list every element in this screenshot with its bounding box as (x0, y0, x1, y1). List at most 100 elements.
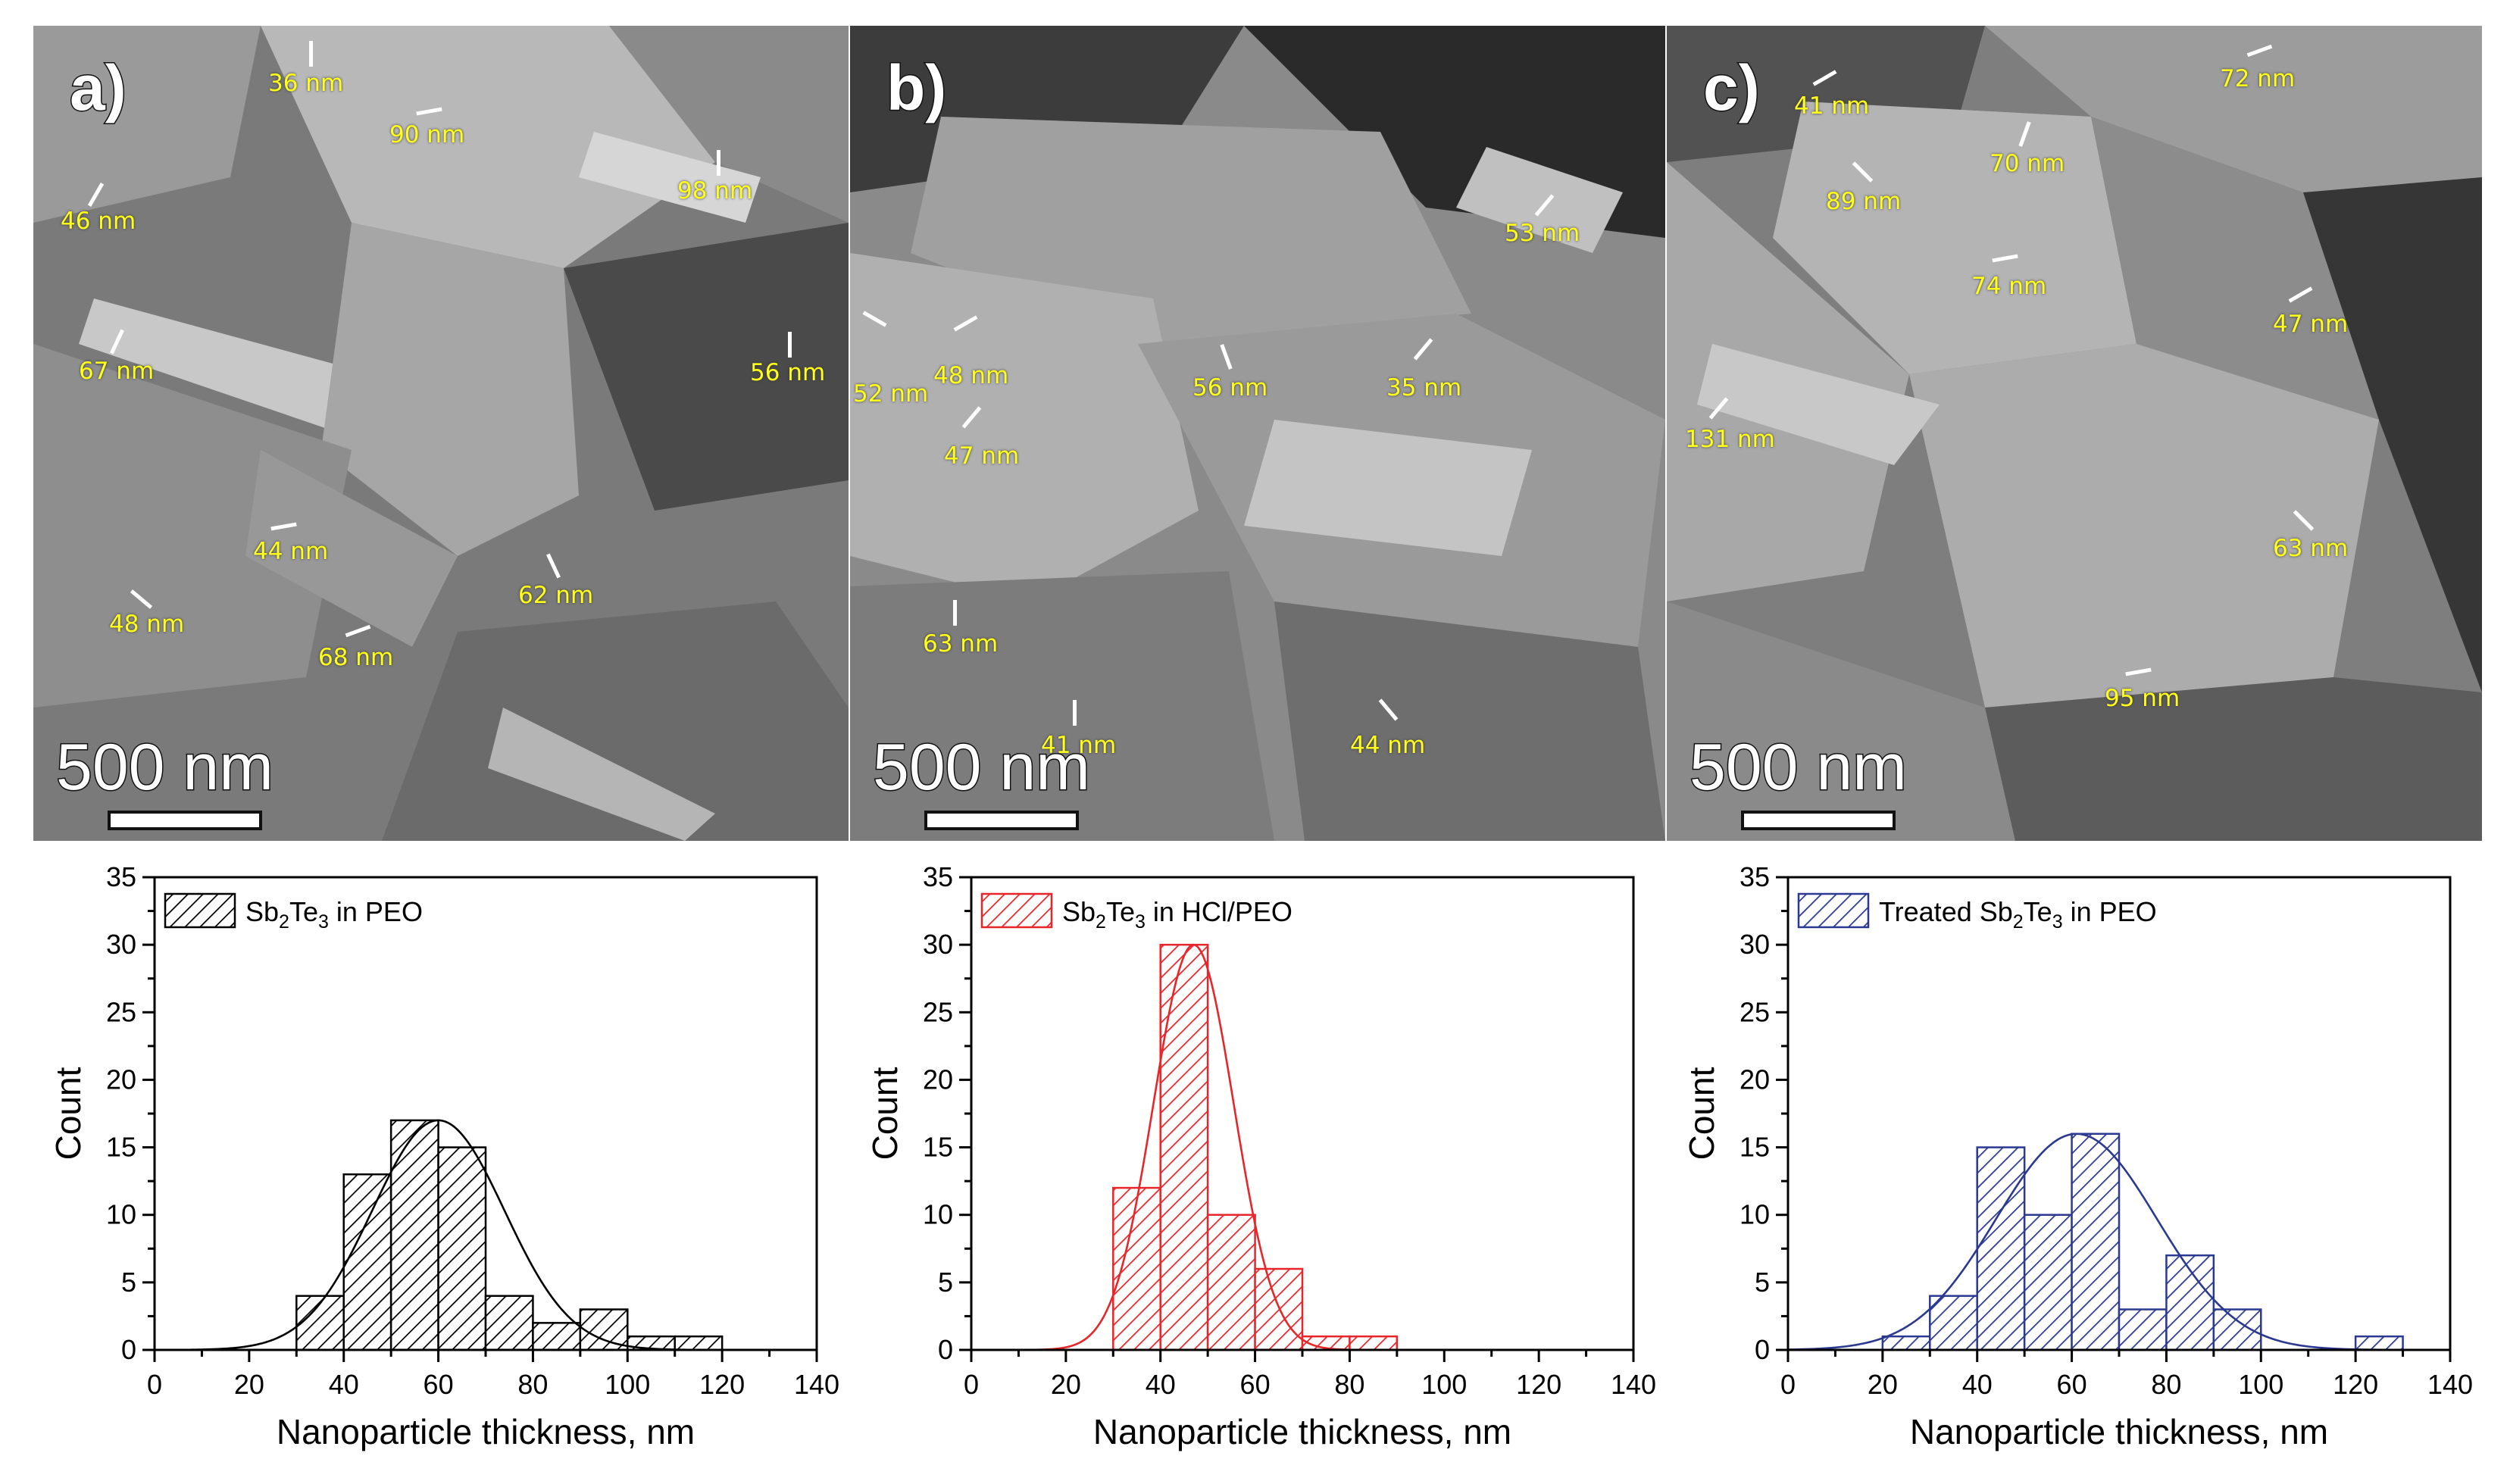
measurement-label: 36 nm (268, 70, 344, 97)
y-tick-label: 30 (1739, 929, 1770, 960)
y-tick-label: 35 (106, 861, 136, 892)
histogram-bar (2212, 1308, 2262, 1351)
measurement-label: 52 nm (853, 380, 929, 408)
histogram-bar (437, 1146, 487, 1351)
measurement-label: 44 nm (1350, 732, 1426, 759)
measurement-label: 48 nm (109, 611, 185, 638)
measurement-label: 98 nm (677, 177, 753, 205)
measurement-label: 70 nm (1990, 150, 2065, 177)
histogram-bar (484, 1295, 534, 1351)
histogram-bar (1349, 1335, 1399, 1351)
histogram-bar (295, 1295, 345, 1351)
x-tick-label: 20 (1868, 1369, 1898, 1400)
x-tick-label: 120 (699, 1369, 745, 1400)
measurement-label: 72 nm (2220, 65, 2296, 92)
scale-bar (924, 811, 1079, 830)
x-tick-label: 140 (794, 1369, 839, 1400)
histogram-bar (1976, 1146, 2026, 1351)
measurement-label: 67 nm (79, 358, 155, 385)
histogram-c: 0 20 40 60 80 100 120 140 0 5 10 15 20 25 30 35 Nanopart… (1682, 861, 2473, 1451)
legend-label: Sb2Te3 in HCl/PEO (1062, 896, 1293, 933)
y-tick-label: 0 (121, 1334, 136, 1365)
sem-image-a: a) 36 nm 90 nm 98 nm 46 nm 67 nm 56 nm 4… (33, 26, 849, 841)
histogram-bar (2354, 1335, 2404, 1351)
measurement-label: 56 nm (750, 359, 826, 386)
y-tick-label: 25 (106, 996, 136, 1027)
x-axis-label: Nanoparticle thickness, nm (277, 1412, 695, 1451)
y-tick-label: 5 (1755, 1267, 1770, 1298)
x-tick-label: 80 (517, 1369, 548, 1400)
histogram-b: 0 20 40 60 80 100 120 140 0 5 10 15 20 25 30 35 Nanopart… (865, 861, 1656, 1451)
measurement-label: 90 nm (389, 121, 465, 148)
x-tick-label: 100 (1421, 1369, 1467, 1400)
y-tick-label: 20 (1739, 1064, 1770, 1095)
histogram-bar (1159, 943, 1209, 1351)
x-tick-label: 0 (1780, 1369, 1796, 1400)
measurement-label: 47 nm (944, 442, 1020, 470)
x-tick-label: 100 (605, 1369, 650, 1400)
x-tick-label: 60 (424, 1369, 454, 1400)
y-tick-label: 25 (923, 996, 953, 1027)
measurement-label: 68 nm (318, 644, 394, 671)
histogram-bar (2118, 1308, 2168, 1351)
measurement-label: 89 nm (1826, 188, 1902, 215)
panel-letter: a) (69, 52, 128, 125)
y-axis-label: Count (865, 1067, 905, 1160)
x-axis-label: Nanoparticle thickness, nm (1093, 1412, 1511, 1451)
histogram-bar (674, 1335, 724, 1351)
measurement-label: 35 nm (1386, 374, 1462, 401)
measurement-label: 74 nm (1971, 273, 2047, 300)
y-tick-label: 35 (923, 861, 953, 892)
histogram-bar (2071, 1133, 2121, 1351)
histogram-bar (1254, 1267, 1304, 1351)
x-tick-label: 40 (1962, 1369, 1993, 1400)
measurement-label: 131 nm (1685, 426, 1775, 453)
measurement-label: 46 nm (61, 208, 136, 235)
histogram-bar (342, 1173, 392, 1351)
measurement-label: 41 nm (1041, 732, 1117, 759)
scale-bar-label: 500 nm (55, 730, 275, 805)
fit-curve (1787, 1133, 2439, 1351)
histogram-bar (579, 1308, 629, 1351)
measurement-tick (1073, 700, 1077, 726)
legend-label: Treated Sb2Te3 in PEO (1879, 896, 2157, 933)
sem-texture (33, 26, 849, 841)
y-tick-label: 15 (1739, 1132, 1770, 1163)
scale-bar-label: 500 nm (872, 730, 1092, 805)
sem-image-b: b) 53 nm 52 nm 48 nm 56 nm 35 nm 47 nm 6… (850, 26, 1665, 841)
panel-letter: c) (1702, 52, 1761, 125)
fit-curve (1012, 943, 1375, 1351)
measurement-tick (953, 600, 957, 626)
histogram-bar (1112, 1186, 1161, 1351)
y-tick-label: 30 (106, 929, 136, 960)
legend-swatch (164, 892, 236, 929)
measurement-label: 95 nm (2105, 685, 2180, 712)
histogram-bar (1929, 1295, 1978, 1351)
measurement-tick (788, 332, 792, 358)
x-tick-label: 40 (329, 1369, 359, 1400)
y-tick-label: 5 (938, 1267, 953, 1298)
x-tick-label: 80 (2151, 1369, 2181, 1400)
x-tick-label: 140 (1611, 1369, 1656, 1400)
y-tick-label: 25 (1739, 996, 1770, 1027)
legend-swatch (1797, 892, 1870, 929)
y-tick-label: 0 (1755, 1334, 1770, 1365)
measurement-tick (309, 41, 313, 67)
measurement-label: 48 nm (933, 362, 1009, 389)
x-tick-label: 40 (1146, 1369, 1176, 1400)
histogram-bar (1881, 1335, 1931, 1351)
y-tick-label: 15 (923, 1132, 953, 1163)
scale-bar-label: 500 nm (1689, 730, 1908, 805)
x-tick-label: 0 (964, 1369, 979, 1400)
measurement-label: 63 nm (923, 630, 999, 658)
x-axis-label: Nanoparticle thickness, nm (1910, 1412, 2328, 1451)
y-axis-label: Count (1682, 1067, 1721, 1160)
histogram-bar (2023, 1214, 2073, 1351)
y-tick-label: 35 (1739, 861, 1770, 892)
histogram-bar (1206, 1214, 1256, 1351)
x-tick-label: 140 (2427, 1369, 2473, 1400)
measurement-label: 62 nm (518, 582, 594, 609)
x-tick-label: 60 (1240, 1369, 1271, 1400)
x-tick-label: 80 (1334, 1369, 1364, 1400)
x-tick-label: 120 (1516, 1369, 1561, 1400)
